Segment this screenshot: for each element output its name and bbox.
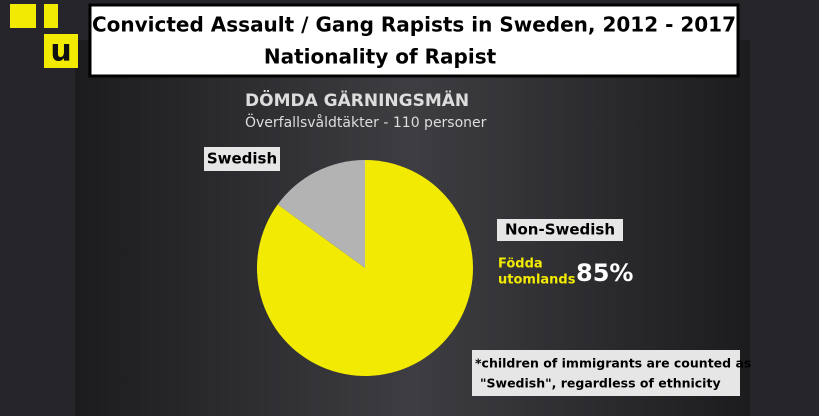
- label-box: [204, 147, 280, 171]
- logo: u: [50, 34, 71, 69]
- footnote: "Swedish", regardless of ethnicity: [480, 376, 721, 391]
- title-box: [88, 3, 740, 78]
- inner-title: DÖMDA GÄRNINGSMÄN: [245, 89, 469, 111]
- category-label: Swedish: [207, 150, 277, 168]
- chart-subtitle: Nationality of Rapist: [264, 45, 497, 69]
- logo-block: [10, 4, 36, 28]
- pie-slice: [256, 160, 473, 376]
- value-label: 85%: [576, 259, 633, 287]
- inner-subtitle: Överfallsvåldtäkter - 110 personer: [245, 113, 487, 131]
- slice-caption: Födda: [498, 257, 543, 272]
- category-label: Non-Swedish: [505, 221, 615, 239]
- footnote-box: [472, 350, 740, 396]
- label-box: [497, 219, 623, 241]
- logo-block: [44, 34, 78, 68]
- pie-slice: [277, 160, 365, 268]
- footnote: *children of immigrants are counted as: [475, 356, 751, 371]
- slice-caption: utomlands: [498, 273, 576, 288]
- logo-block: [44, 4, 58, 28]
- chart-title: Convicted Assault / Gang Rapists in Swed…: [92, 13, 736, 37]
